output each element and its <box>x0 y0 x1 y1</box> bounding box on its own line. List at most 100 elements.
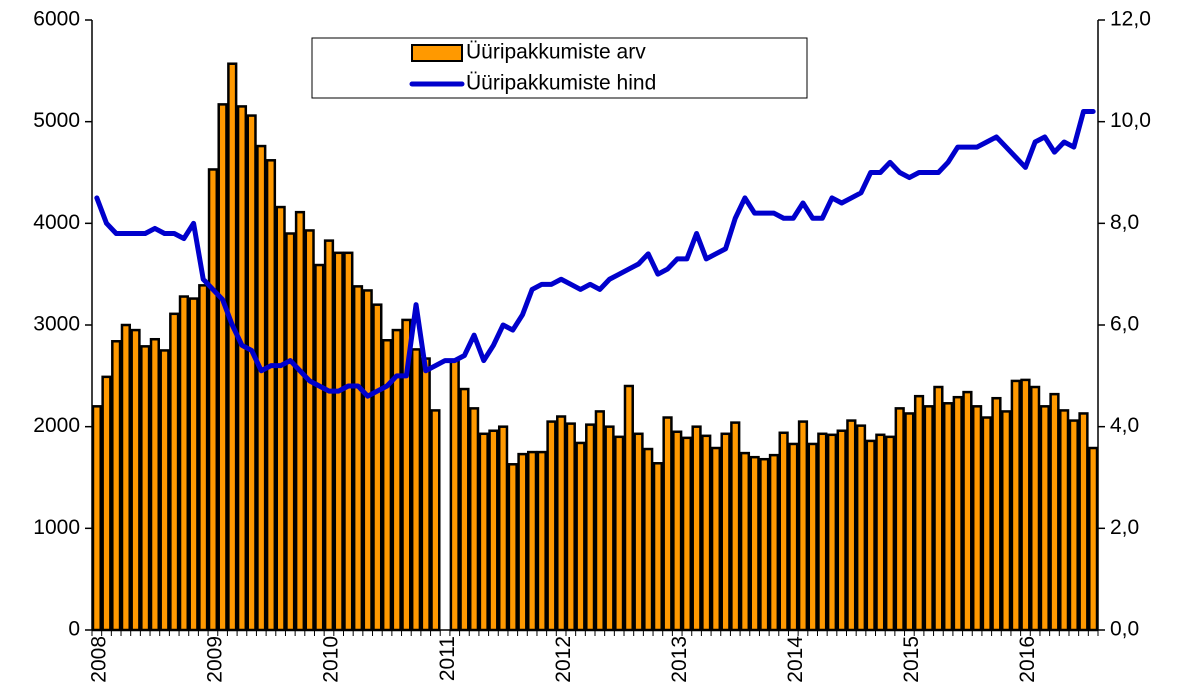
y2-tick-label: 6,0 <box>1110 313 1139 336</box>
bar <box>913 394 925 632</box>
y2-tick-label: 8,0 <box>1110 211 1139 234</box>
bar <box>817 432 828 632</box>
y2-tick-label: 0,0 <box>1110 618 1139 641</box>
bar <box>1068 419 1079 632</box>
bar <box>217 103 228 632</box>
x-tick-label: 2016 <box>1016 636 1039 683</box>
bar <box>343 251 354 632</box>
bar <box>265 159 277 632</box>
bar <box>507 463 518 632</box>
bar <box>275 205 286 632</box>
bar <box>314 263 325 632</box>
bar <box>759 457 770 632</box>
y-tick-label: 6000 <box>33 8 80 31</box>
bar <box>962 390 973 632</box>
bar <box>517 452 528 632</box>
bar <box>575 441 586 632</box>
bar <box>894 407 905 632</box>
x-tick-label: 2008 <box>88 636 111 683</box>
bar <box>875 433 886 632</box>
bar <box>323 239 335 632</box>
bar <box>952 395 963 632</box>
bar <box>497 425 509 632</box>
bar <box>981 416 992 632</box>
bar <box>904 412 915 632</box>
bar <box>865 439 876 632</box>
bar <box>188 297 199 632</box>
bar <box>207 168 219 632</box>
bar <box>623 384 634 632</box>
bar <box>101 375 112 632</box>
bar <box>643 447 654 632</box>
bar <box>372 303 383 632</box>
bar <box>971 405 983 632</box>
bar <box>701 434 712 632</box>
bar <box>652 462 663 632</box>
legend-box <box>311 37 808 99</box>
y-tick-label: 1000 <box>33 516 80 539</box>
bar <box>362 289 373 632</box>
bar <box>120 323 131 632</box>
bar <box>478 432 489 632</box>
bar <box>536 450 547 632</box>
bar <box>710 446 722 632</box>
y2-tick-label: 4,0 <box>1110 414 1139 437</box>
bar <box>352 285 364 632</box>
bar <box>527 450 538 632</box>
bar <box>468 407 480 632</box>
bar <box>227 62 238 632</box>
bar <box>933 385 944 632</box>
x-tick-label: 2014 <box>784 636 807 683</box>
bar <box>1020 378 1031 632</box>
bar <box>1088 446 1099 632</box>
legend-label: Üüripakkumiste hind <box>466 72 656 95</box>
bar <box>826 433 838 632</box>
bar <box>720 432 731 632</box>
y2-tick-label: 2,0 <box>1110 516 1139 539</box>
line-series <box>94 109 1096 399</box>
bar <box>749 455 760 632</box>
bar <box>1000 410 1012 632</box>
y-tick-label: 3000 <box>33 313 80 336</box>
bar <box>430 409 441 632</box>
bar <box>923 405 934 632</box>
bar <box>420 357 431 632</box>
x-tick-label: 2013 <box>668 636 691 683</box>
y-tick-label: 5000 <box>33 109 80 132</box>
bar <box>797 420 809 632</box>
bar <box>768 453 780 632</box>
y2-tick-label: 12,0 <box>1110 8 1151 31</box>
bar <box>149 337 160 632</box>
bar <box>662 416 673 632</box>
bar <box>449 359 460 632</box>
y-tick-label: 4000 <box>33 211 80 234</box>
x-tick-label: 2009 <box>204 636 227 683</box>
bar <box>111 340 122 632</box>
bar <box>681 436 693 632</box>
bar <box>807 442 818 632</box>
x-tick-label: 2012 <box>552 636 575 683</box>
x-tick-label: 2011 <box>436 636 459 681</box>
y-tick-label: 0 <box>68 618 80 641</box>
bar <box>585 423 596 632</box>
bar <box>855 424 867 632</box>
bar <box>836 429 847 632</box>
bar <box>846 419 857 632</box>
bar <box>546 420 557 632</box>
bar <box>1078 412 1089 632</box>
bar <box>285 232 296 632</box>
y2-tick-label: 10,0 <box>1110 109 1151 132</box>
bar <box>488 429 499 632</box>
bar <box>459 387 470 632</box>
bar <box>691 425 702 632</box>
bar <box>942 402 954 632</box>
bar <box>246 114 257 632</box>
bar <box>672 430 683 632</box>
bar <box>739 451 751 632</box>
bar <box>1059 409 1070 632</box>
bar <box>778 431 789 632</box>
bar <box>304 229 315 632</box>
bar <box>594 410 605 632</box>
